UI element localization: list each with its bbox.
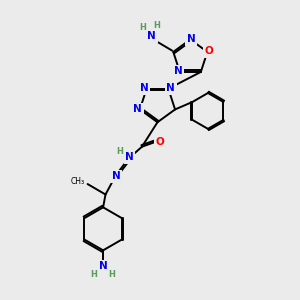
Text: H: H <box>117 147 124 156</box>
Text: H: H <box>140 23 146 32</box>
Text: O: O <box>205 46 214 56</box>
Text: CH₃: CH₃ <box>70 177 85 186</box>
Text: N: N <box>140 83 148 93</box>
Text: N: N <box>147 32 156 41</box>
Text: H: H <box>109 270 116 279</box>
Text: N: N <box>112 171 120 181</box>
Text: O: O <box>155 136 164 147</box>
Text: N: N <box>133 104 142 114</box>
Text: N: N <box>167 83 175 93</box>
Text: H: H <box>153 20 160 29</box>
Text: N: N <box>187 34 196 44</box>
Text: N: N <box>174 66 182 76</box>
Text: N: N <box>99 262 107 272</box>
Text: H: H <box>91 270 98 279</box>
Text: N: N <box>125 152 134 163</box>
